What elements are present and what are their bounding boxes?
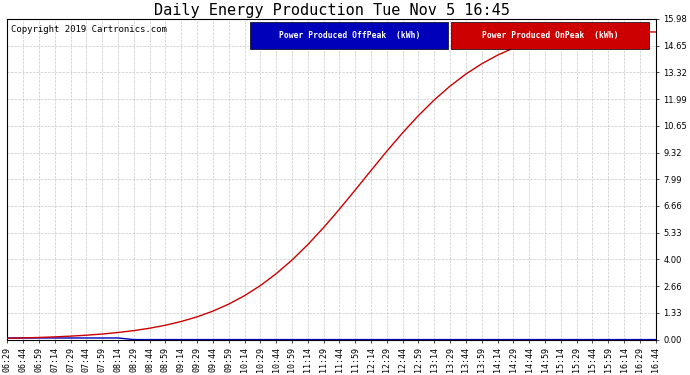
Title: Daily Energy Production Tue Nov 5 16:45: Daily Energy Production Tue Nov 5 16:45 [154, 3, 509, 18]
FancyBboxPatch shape [451, 22, 649, 50]
Text: Power Produced OffPeak  (kWh): Power Produced OffPeak (kWh) [279, 31, 420, 40]
Text: Power Produced OnPeak  (kWh): Power Produced OnPeak (kWh) [482, 31, 619, 40]
FancyBboxPatch shape [250, 22, 448, 50]
Text: Copyright 2019 Cartronics.com: Copyright 2019 Cartronics.com [10, 26, 166, 34]
